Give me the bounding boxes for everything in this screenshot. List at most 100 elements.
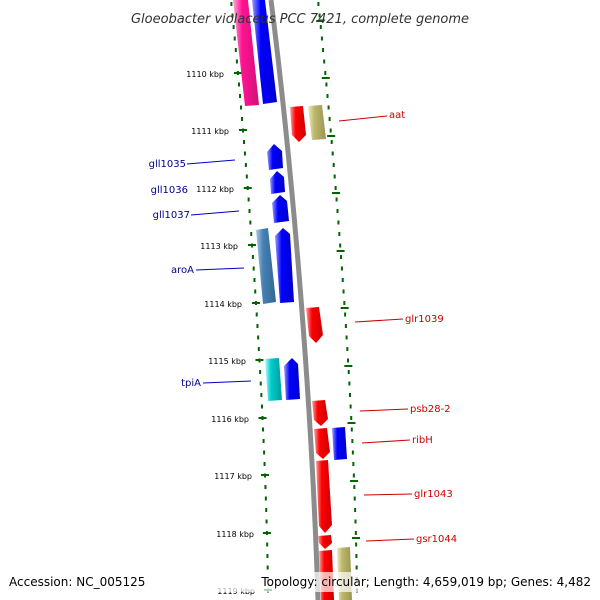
ruler-major-tick (238, 129, 247, 131)
ruler-major-tick (258, 417, 267, 419)
ruler-dot (234, 48, 237, 52)
ruler-dot (259, 381, 262, 386)
ruler-dot (319, 25, 322, 29)
feature-aat-khaki (308, 105, 326, 140)
ruler-dot (330, 140, 333, 144)
ruler-dot (354, 531, 357, 535)
inner-ruler-dots (230, 2, 272, 593)
ruler-dot (334, 186, 337, 190)
tick-label: 1112 kbp (196, 185, 234, 194)
ruler-dot (351, 450, 354, 455)
tick-label: 1117 kbp (214, 472, 252, 481)
ruler-dot (350, 416, 353, 420)
ruler-dot (349, 393, 352, 397)
gene-forward-top (252, 0, 277, 104)
leader-gll1035 (186, 159, 236, 165)
gene-psb28-2 (312, 400, 328, 426)
topology-text: Topology: circular; Length: 4,659,019 bp… (260, 575, 591, 589)
ruler-dot (250, 232, 253, 236)
reverse-strand-features (290, 105, 352, 600)
ruler-major-tick (262, 532, 271, 534)
ruler-dot (249, 220, 252, 225)
ruler-major-tick (243, 187, 252, 189)
ruler-dot (260, 393, 263, 397)
ruler-dot (266, 542, 269, 547)
ruler-dot (353, 485, 356, 489)
map-title: Gloeobacter violaceus PCC 7421, complete… (131, 12, 469, 27)
ruler-dot (264, 496, 267, 501)
gene-gll1036 (270, 171, 285, 194)
ruler-dot (253, 278, 256, 282)
ruler-dot (339, 243, 342, 248)
ruler-dot (355, 554, 358, 558)
ruler-dot (242, 140, 245, 144)
ruler-dot (265, 508, 268, 512)
gene-gll1035 (267, 144, 283, 170)
gene-gll1037 (272, 195, 289, 223)
gene-glr1043 (316, 460, 332, 533)
ruler-dot (346, 347, 349, 351)
ruler-dot (260, 404, 263, 409)
leader-gsr1044 (365, 538, 415, 542)
footer: Accession: NC_005125 Topology: circular;… (0, 572, 600, 592)
tick-label: 1116 kbp (211, 415, 249, 424)
gene-ribH (314, 428, 330, 459)
ruler-major-tick (248, 244, 257, 246)
gene-gsr1044 (318, 535, 332, 549)
ruler-dot (251, 255, 254, 259)
ruler-dot (328, 117, 331, 121)
feature-aroA-steelblue (256, 228, 276, 304)
ruler-dot (241, 117, 244, 121)
ruler-dot (322, 48, 325, 52)
tick-label: 1118 kbp (216, 530, 254, 539)
ruler-dot (266, 554, 269, 558)
gene-label-gsr1044: gsr1044 (416, 534, 457, 545)
ruler-dot (338, 232, 341, 236)
ruler-dot (231, 13, 234, 18)
ruler-dot (256, 324, 259, 328)
ruler-dot (264, 485, 267, 489)
ruler-major-tick (251, 302, 260, 304)
ruler-dot (352, 473, 355, 478)
ruler-major-tick (332, 192, 341, 194)
feature-ribH-blue (332, 427, 347, 460)
ruler-dot (340, 255, 343, 259)
ruler-dot (262, 427, 265, 432)
ruler-dot (337, 220, 340, 225)
ruler-dot (265, 519, 268, 524)
leader-glr1039 (354, 318, 404, 323)
tick-label: 1114 kbp (204, 300, 242, 309)
ruler-dot (247, 197, 250, 202)
ruler-dot (232, 25, 235, 29)
ruler-dot (324, 71, 327, 75)
leader-glr1043 (363, 493, 413, 496)
ruler-dot (240, 105, 243, 110)
ruler-dot (355, 542, 358, 547)
gene-label-gll1037: gll1037 (153, 210, 190, 221)
ruler-dot (243, 151, 246, 156)
ruler-dot (341, 278, 344, 282)
ruler-dot (336, 209, 339, 213)
ruler-dot (349, 404, 352, 409)
ruler-dot (255, 312, 258, 317)
ruler-major-tick (316, 20, 325, 22)
ruler-dot (355, 565, 358, 570)
ruler-major-tick (327, 135, 336, 137)
ruler-dot (259, 370, 262, 374)
ruler-dot (244, 163, 247, 167)
feature-tpiA-cyan (265, 358, 282, 401)
leader-tpiA (202, 380, 252, 384)
genome-backbone (268, 0, 321, 600)
ruler-dot (320, 36, 323, 41)
forward-gene-labels: gll1035 gll1036 gll1037 aroA tpiA (149, 159, 202, 389)
ruler-dot (352, 462, 355, 466)
gene-aat (290, 106, 306, 142)
ruler-dot (329, 128, 332, 133)
ruler-dot (333, 174, 336, 179)
ruler-major-tick (347, 422, 356, 424)
ruler-dot (354, 519, 357, 524)
leader-aat (338, 115, 388, 122)
ruler-dot (325, 82, 328, 87)
gene-label-psb28-2: psb28-2 (410, 404, 451, 415)
